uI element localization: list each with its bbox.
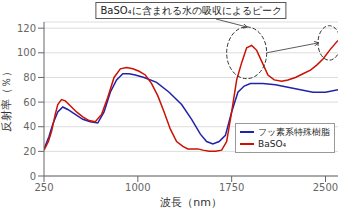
html-text:BaSO₄: BaSO₄ — [258, 138, 287, 149]
svg-text:40: 40 — [23, 121, 36, 132]
svg-text:20: 20 — [23, 146, 36, 157]
svg-text:100: 100 — [17, 47, 36, 58]
html-text:BaSO₄に含まれる水の吸収によるピーク: BaSO₄に含まれる水の吸収によるピーク — [100, 5, 282, 16]
svg-text:波長（nm）: 波長（nm） — [160, 196, 222, 209]
svg-text:80: 80 — [23, 72, 36, 83]
svg-text:120: 120 — [17, 23, 36, 34]
svg-text:1000: 1000 — [125, 182, 150, 193]
svg-text:1750: 1750 — [219, 182, 244, 193]
svg-text:反射率（％）: 反射率（％） — [8, 66, 13, 132]
svg-text:2500: 2500 — [313, 182, 338, 193]
html-text:フッ素系特殊樹脂: フッ素系特殊樹脂 — [258, 126, 330, 137]
svg-text:250: 250 — [34, 182, 53, 193]
svg-text:60: 60 — [23, 97, 36, 108]
svg-text:0: 0 — [30, 171, 36, 182]
